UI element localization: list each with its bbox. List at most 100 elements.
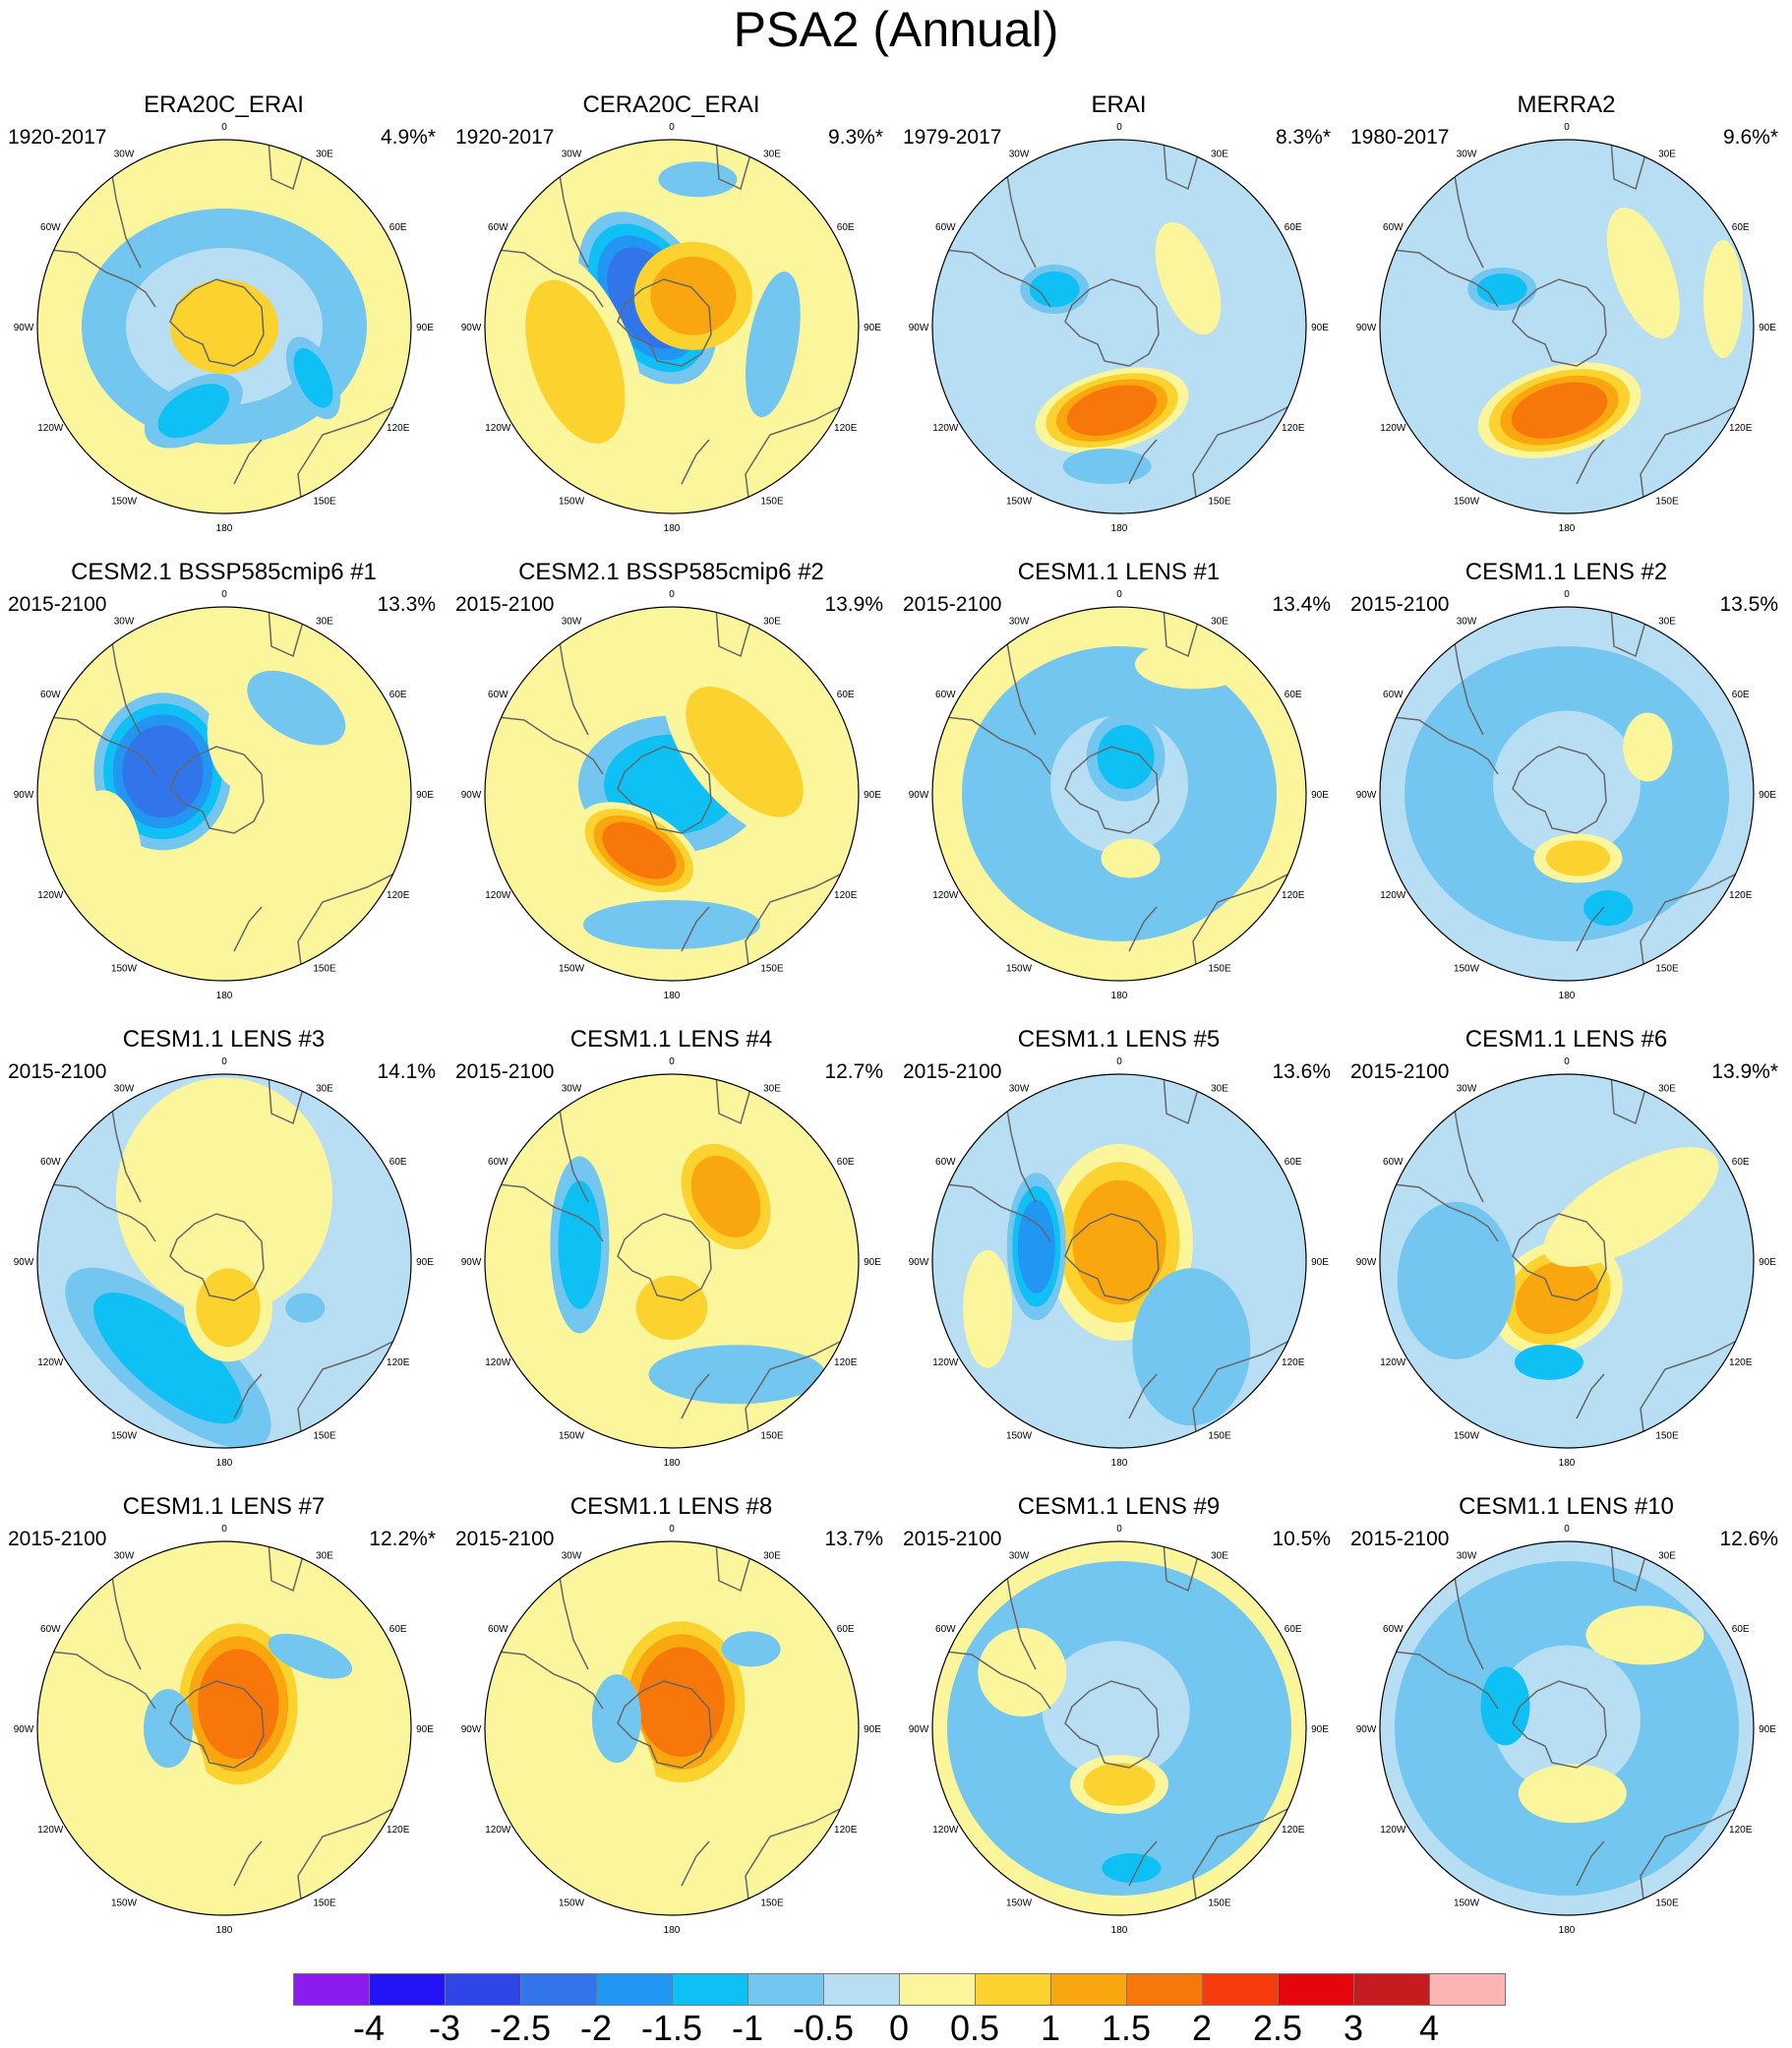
longitude-label: 60E bbox=[837, 690, 855, 700]
africa-coastline bbox=[1163, 1541, 1199, 1593]
longitude-label: 0 bbox=[221, 122, 227, 133]
longitude-label: 30E bbox=[1211, 1083, 1228, 1094]
panel-variance-percent: 9.3%* bbox=[827, 126, 883, 149]
longitude-label: 60E bbox=[837, 222, 855, 233]
south-america-coastline bbox=[1380, 1649, 1499, 1710]
colorbar-swatch bbox=[1353, 1973, 1430, 2006]
anomaly-contour bbox=[637, 1647, 725, 1757]
longitude-label: 150E bbox=[760, 497, 784, 508]
antarctica-coastline bbox=[1512, 1213, 1607, 1301]
longitude-label: 150E bbox=[313, 497, 336, 508]
south-america-coastline bbox=[1380, 1181, 1499, 1242]
anomaly-contour bbox=[1545, 840, 1611, 876]
anomaly-contour bbox=[591, 1674, 641, 1764]
longitude-label: 90E bbox=[1311, 1257, 1329, 1268]
longitude-label: 150W bbox=[111, 1431, 138, 1442]
panel-title: CESM1.1 LENS #9 bbox=[1017, 1493, 1221, 1520]
colorbar-tick-label: 4 bbox=[1418, 2008, 1440, 2048]
longitude-label: 150W bbox=[1454, 1898, 1480, 1909]
panel-period: 2015-2100 bbox=[1350, 1528, 1450, 1550]
antarctica-coastline bbox=[617, 278, 712, 367]
panel-title: CESM1.1 LENS #8 bbox=[569, 1493, 773, 1520]
longitude-label: 30E bbox=[316, 1083, 333, 1094]
panel-period: 1920-2017 bbox=[455, 126, 555, 149]
longitude-label: 30W bbox=[114, 149, 135, 159]
longitude-label: 30E bbox=[1658, 1550, 1676, 1561]
new-zealand-coastline bbox=[1128, 439, 1158, 485]
colorbar-tick-label: -3 bbox=[428, 2008, 460, 2048]
anomaly-contour bbox=[1585, 1605, 1704, 1665]
longitude-label: 180 bbox=[1559, 523, 1576, 534]
panel-title: CERA20C_ERAI bbox=[582, 91, 760, 118]
colorbar-swatch bbox=[445, 1973, 521, 2006]
antarctica-coastline bbox=[1064, 1213, 1160, 1301]
panel-title: CESM1.1 LENS #6 bbox=[1464, 1026, 1668, 1053]
longitude-label: 180 bbox=[1111, 1458, 1128, 1469]
longitude-label: 30W bbox=[114, 1550, 135, 1561]
polar-map: 0 30E 60E 90E 120E 150E 180 150W 120W 90W 60W 30W bbox=[1356, 122, 1777, 534]
map-panel: CESM1.1 LENS #2 2015-2100 13.5% 0 30E 60E 90E 1… bbox=[1343, 558, 1790, 1020]
longitude-label: 120E bbox=[387, 423, 410, 434]
longitude-label: 30W bbox=[1009, 616, 1030, 627]
map-panel: CESM1.1 LENS #10 2015-2100 12.6% 0 30E 60E 90E… bbox=[1343, 1492, 1790, 1955]
longitude-label: 180 bbox=[216, 1925, 233, 1936]
colorbar-swatch bbox=[1050, 1973, 1127, 2006]
australia-coastline bbox=[1640, 872, 1740, 981]
anomaly-contour bbox=[1042, 1641, 1190, 1779]
longitude-label: 90E bbox=[864, 790, 881, 801]
anomaly-contour bbox=[234, 812, 358, 896]
longitude-label: 90E bbox=[1311, 1724, 1329, 1735]
new-zealand-coastline bbox=[233, 906, 263, 952]
colorbar-tick-label: -1.5 bbox=[640, 2008, 703, 2048]
anomaly-contour bbox=[122, 725, 204, 818]
map-panel: CESM1.1 LENS #6 2015-2100 13.9%* 0 30E 60E 90E… bbox=[1343, 1025, 1790, 1487]
africa-coastline bbox=[268, 140, 304, 191]
longitude-label: 180 bbox=[1559, 1925, 1576, 1936]
anomaly-contour bbox=[144, 1689, 193, 1768]
longitude-label: 30E bbox=[1211, 616, 1228, 627]
australia-coastline bbox=[745, 404, 845, 513]
antarctica-coastline bbox=[1512, 278, 1607, 367]
africa-coastline bbox=[1610, 607, 1646, 658]
anomaly-contour bbox=[93, 1293, 243, 1424]
longitude-label: 180 bbox=[1111, 1925, 1128, 1936]
africa-coastline bbox=[715, 1074, 751, 1125]
panel-variance-percent: 13.3% bbox=[377, 593, 436, 616]
new-zealand-coastline bbox=[233, 1373, 263, 1419]
longitude-label: 150W bbox=[1006, 1898, 1033, 1909]
south-america-coastline bbox=[932, 1649, 1051, 1710]
map-panel: CESM1.1 LENS #4 2015-2100 12.7% 0 30E 60E 90E 1… bbox=[448, 1025, 895, 1487]
longitude-label: 150W bbox=[559, 1431, 585, 1442]
longitude-label: 60W bbox=[935, 690, 956, 700]
anomaly-contour bbox=[247, 670, 346, 746]
polar-map: 0 30E 60E 90E 120E 150E 180 150W 120W 90W 60W 30W bbox=[461, 589, 882, 1001]
anomaly-contour bbox=[583, 900, 760, 949]
south-america-coastline bbox=[932, 247, 1051, 308]
colorbar-tick-label: -0.5 bbox=[792, 2008, 855, 2048]
australia-coastline bbox=[297, 1806, 397, 1915]
map-boundary bbox=[1379, 606, 1755, 982]
longitude-label: 120E bbox=[1282, 1825, 1305, 1836]
longitude-label: 180 bbox=[664, 523, 681, 534]
longitude-label: 90W bbox=[1356, 323, 1377, 333]
map-boundary bbox=[36, 139, 412, 514]
longitude-label: 90W bbox=[909, 790, 929, 801]
africa-coastline bbox=[715, 607, 751, 658]
map-boundary bbox=[484, 1540, 860, 1916]
map-boundary bbox=[484, 139, 860, 514]
panel-variance-percent: 13.5% bbox=[1719, 593, 1778, 616]
longitude-label: 90W bbox=[909, 323, 929, 333]
longitude-label: 60W bbox=[488, 1624, 508, 1635]
longitude-label: 60W bbox=[935, 1157, 956, 1168]
anomaly-contour bbox=[1062, 449, 1152, 484]
panel-period: 2015-2100 bbox=[903, 1528, 1002, 1550]
longitude-label: 120W bbox=[932, 423, 959, 434]
longitude-label: 150E bbox=[313, 1431, 336, 1442]
longitude-label: 30W bbox=[562, 1083, 582, 1094]
map-boundary bbox=[1379, 1073, 1755, 1449]
longitude-label: 60E bbox=[1284, 1624, 1302, 1635]
longitude-label: 150E bbox=[1208, 497, 1231, 508]
new-zealand-coastline bbox=[681, 906, 710, 952]
africa-coastline bbox=[1610, 140, 1646, 191]
longitude-label: 90W bbox=[1356, 1257, 1377, 1268]
